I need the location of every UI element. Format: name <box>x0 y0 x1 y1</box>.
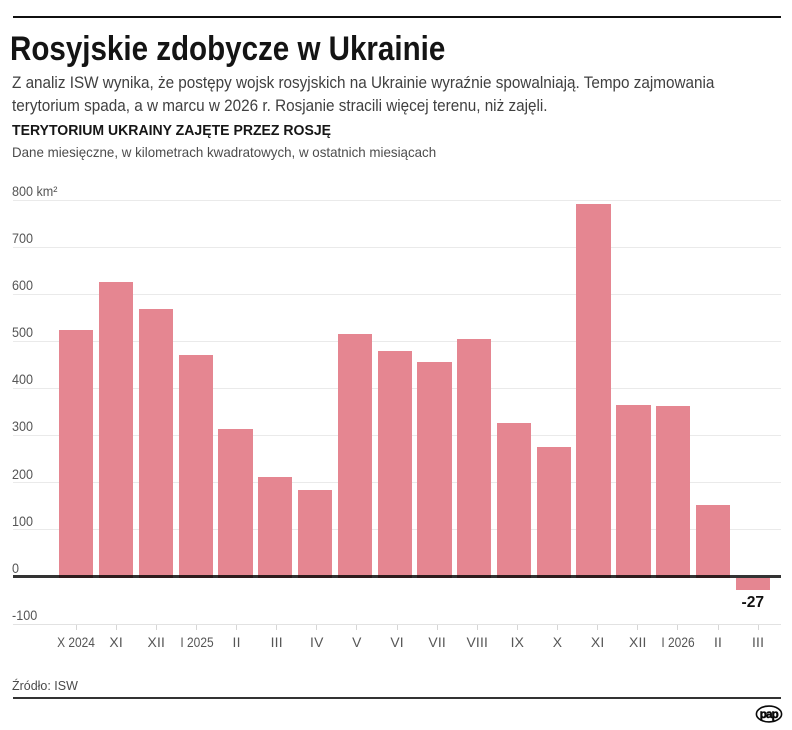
svg-text:pap: pap <box>759 707 778 720</box>
